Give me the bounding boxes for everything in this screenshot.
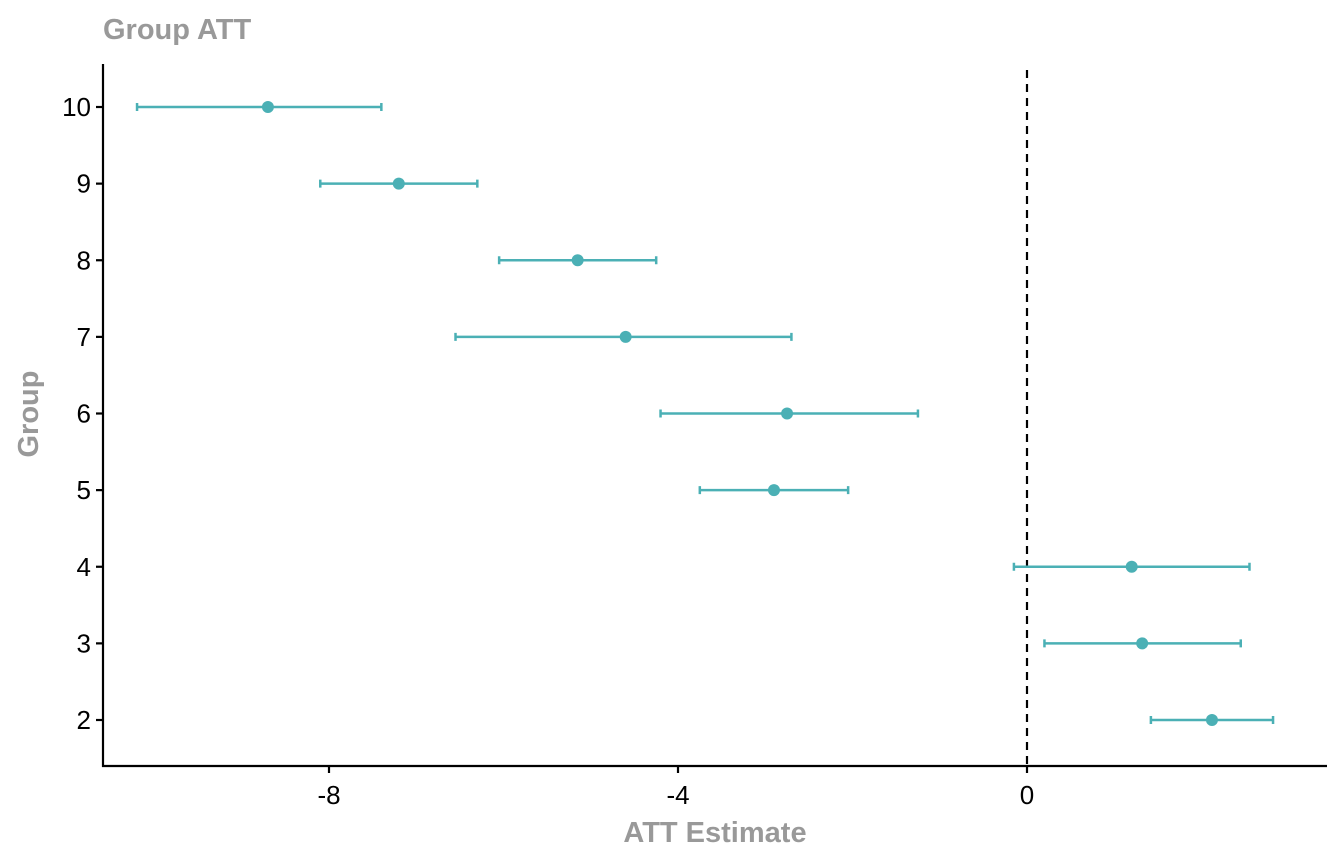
y-tick-label: 9	[77, 169, 91, 199]
point-group-3	[1136, 637, 1149, 650]
y-axis-title: Group	[13, 371, 45, 458]
y-tick-label: 3	[77, 628, 91, 658]
point-group-10	[261, 101, 274, 113]
point-group-6	[781, 407, 794, 420]
point-group-9	[392, 177, 405, 190]
chart-title: Group ATT	[103, 14, 251, 46]
point-group-4	[1125, 560, 1138, 573]
x-tick-label: -8	[317, 780, 340, 810]
point-group-2	[1205, 714, 1218, 726]
x-tick-label: -4	[666, 780, 689, 810]
y-tick-label: 10	[62, 92, 91, 122]
point-group-5	[767, 484, 780, 497]
x-tick-label: 0	[1020, 780, 1034, 810]
point-group-8	[571, 254, 584, 267]
x-axis-title: ATT Estimate	[623, 817, 806, 849]
plot-area: 2 3 4 5 6 7 8 9 10 -8 -4 0	[62, 64, 1327, 810]
y-tick-label: 6	[77, 399, 91, 429]
point-group-7	[619, 330, 632, 343]
y-tick-label: 8	[77, 245, 91, 275]
y-tick-label: 2	[77, 705, 91, 735]
y-tick-label: 4	[77, 552, 91, 582]
y-tick-label: 5	[77, 475, 91, 505]
y-tick-label: 7	[77, 322, 91, 352]
